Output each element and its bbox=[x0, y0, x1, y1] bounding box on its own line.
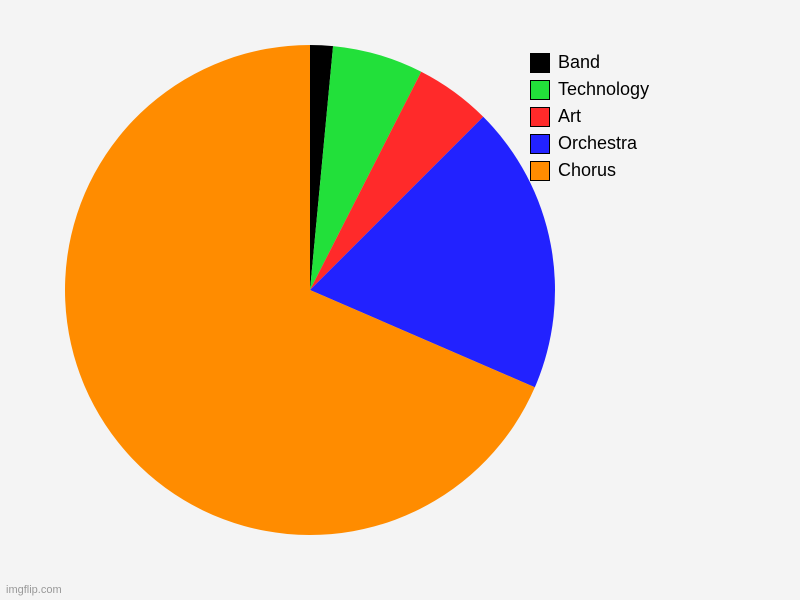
legend-label: Chorus bbox=[558, 160, 616, 181]
legend-swatch-art bbox=[530, 107, 550, 127]
legend-item-chorus: Chorus bbox=[530, 160, 649, 181]
pie-svg bbox=[60, 40, 560, 540]
legend-swatch-technology bbox=[530, 80, 550, 100]
legend-item-orchestra: Orchestra bbox=[530, 133, 649, 154]
legend-swatch-chorus bbox=[530, 161, 550, 181]
legend-swatch-orchestra bbox=[530, 134, 550, 154]
legend-label: Technology bbox=[558, 79, 649, 100]
legend-item-technology: Technology bbox=[530, 79, 649, 100]
legend-label: Orchestra bbox=[558, 133, 637, 154]
legend: Band Technology Art Orchestra Chorus bbox=[530, 52, 649, 181]
watermark: imgflip.com bbox=[6, 584, 62, 596]
legend-item-art: Art bbox=[530, 106, 649, 127]
pie-chart bbox=[60, 40, 560, 540]
legend-label: Band bbox=[558, 52, 600, 73]
legend-label: Art bbox=[558, 106, 581, 127]
legend-item-band: Band bbox=[530, 52, 649, 73]
legend-swatch-band bbox=[530, 53, 550, 73]
